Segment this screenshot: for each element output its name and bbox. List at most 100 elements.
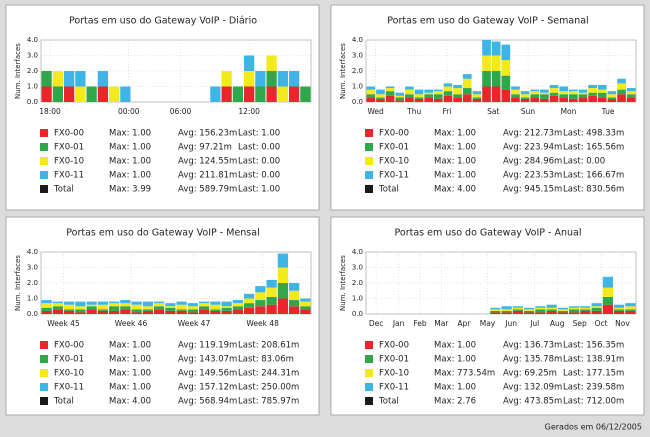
bar-segment xyxy=(524,307,535,310)
bar-segment xyxy=(549,95,559,102)
stat-max: Max: 1.00 xyxy=(109,369,151,379)
x-tick-label: Feb xyxy=(413,319,427,328)
stat-avg: Avg: 211.81m xyxy=(178,171,237,181)
legend-swatch xyxy=(40,397,48,405)
bar-segment xyxy=(559,86,568,92)
bar-segment xyxy=(524,310,535,313)
bar-segment xyxy=(482,71,491,87)
bar-segment xyxy=(64,309,75,311)
bar-segment xyxy=(405,97,414,102)
panel xyxy=(5,4,320,211)
bar-segment xyxy=(210,304,221,310)
bar-segment xyxy=(626,88,636,92)
bar-segment xyxy=(385,91,395,96)
x-tick-label: Week 47 xyxy=(178,319,211,328)
bar-segment xyxy=(300,309,311,314)
bar-segment xyxy=(376,94,385,98)
x-tick-label: Oct xyxy=(595,319,608,328)
bar-segment xyxy=(501,312,512,314)
stat-max: Max: 1.00 xyxy=(434,383,476,393)
stat-last: Last: 165.56m xyxy=(563,143,624,153)
bar-segment xyxy=(443,95,453,102)
bar-segment xyxy=(462,74,472,79)
bar-segment xyxy=(617,83,626,90)
bar-segment xyxy=(512,307,523,310)
bar-segment xyxy=(232,300,243,304)
bar-segment xyxy=(86,309,97,314)
legend-swatch xyxy=(40,355,48,363)
bar-segment xyxy=(453,94,462,98)
bar-segment xyxy=(97,86,108,102)
bar-segment xyxy=(414,89,424,95)
bar-segment xyxy=(557,307,568,310)
bar-segment xyxy=(277,267,288,283)
y-tick-label: 4.0 xyxy=(27,248,38,256)
bar-segment xyxy=(86,304,97,307)
stat-avg: Avg: 132.09m xyxy=(503,383,562,393)
legend-swatch xyxy=(365,185,373,193)
bar-segment xyxy=(289,306,300,314)
bar-segment xyxy=(41,86,52,102)
bar-segment xyxy=(221,71,232,87)
stat-avg: Avg: 135.78m xyxy=(503,355,562,365)
bar-segment xyxy=(75,301,86,307)
legend-swatch xyxy=(365,341,373,349)
bar-segment xyxy=(210,310,221,314)
legend-swatch xyxy=(40,383,48,391)
bar-segment xyxy=(277,86,288,102)
bar-segment xyxy=(524,309,535,311)
bar-segment xyxy=(591,310,602,314)
bar-segment xyxy=(221,301,232,307)
chart-title: Portas em uso do Gateway VoIP - Semanal xyxy=(387,16,588,27)
bar-segment xyxy=(75,86,86,102)
bar-segment xyxy=(625,303,636,307)
bar-segment xyxy=(511,86,520,90)
y-tick-label: 0.0 xyxy=(27,310,38,318)
stat-avg: Avg: 223.94m xyxy=(503,143,562,153)
bar-segment xyxy=(530,94,540,98)
stat-max: Max: 1.00 xyxy=(109,383,151,393)
legend-name: FX0-00 xyxy=(379,129,409,139)
bar-segment xyxy=(602,296,613,305)
bar-segment xyxy=(52,303,63,307)
bar-segment xyxy=(97,71,108,87)
bar-segment xyxy=(614,309,625,311)
y-axis-label: Num. Interfaces xyxy=(339,255,347,311)
bar-segment xyxy=(607,94,617,98)
bar-segment xyxy=(614,307,625,310)
panel xyxy=(330,216,645,416)
bar-segment xyxy=(462,94,472,102)
stat-max: Max: 4.00 xyxy=(109,397,151,407)
bar-segment xyxy=(490,309,501,311)
bar-segment xyxy=(64,310,75,314)
bar-segment xyxy=(405,89,414,95)
bar-segment xyxy=(300,306,311,310)
legend-name: Total xyxy=(378,397,399,407)
bar-segment xyxy=(176,309,187,311)
x-tick-label: Mar xyxy=(434,319,449,328)
bar-segment xyxy=(482,86,491,102)
bar-segment xyxy=(120,86,131,102)
legend-name: Total xyxy=(378,185,399,195)
stat-max: Max: 1.00 xyxy=(434,143,476,153)
stat-last: Last: 177.15m xyxy=(563,369,624,379)
stat-max: Max: 1.00 xyxy=(109,143,151,153)
x-tick-label: 18:00 xyxy=(39,107,61,116)
bar-segment xyxy=(614,304,625,308)
bar-segment xyxy=(546,304,557,308)
bar-segment xyxy=(41,303,52,308)
bar-segment xyxy=(443,83,453,87)
stat-last: Last: 0.00 xyxy=(238,157,280,167)
stat-avg: Avg: 568.94m xyxy=(178,397,237,407)
bar-segment xyxy=(491,41,501,56)
bar-segment xyxy=(569,312,580,314)
x-tick-label: Tue xyxy=(601,107,615,116)
stat-avg: Avg: 223.53m xyxy=(503,171,562,181)
bar-segment xyxy=(187,303,198,307)
bar-segment xyxy=(424,94,433,98)
bar-segment xyxy=(472,91,482,95)
legend-name: FX0-10 xyxy=(379,369,409,379)
legend-swatch xyxy=(40,171,48,179)
bar-segment xyxy=(232,86,243,102)
bar-segment xyxy=(120,306,131,310)
